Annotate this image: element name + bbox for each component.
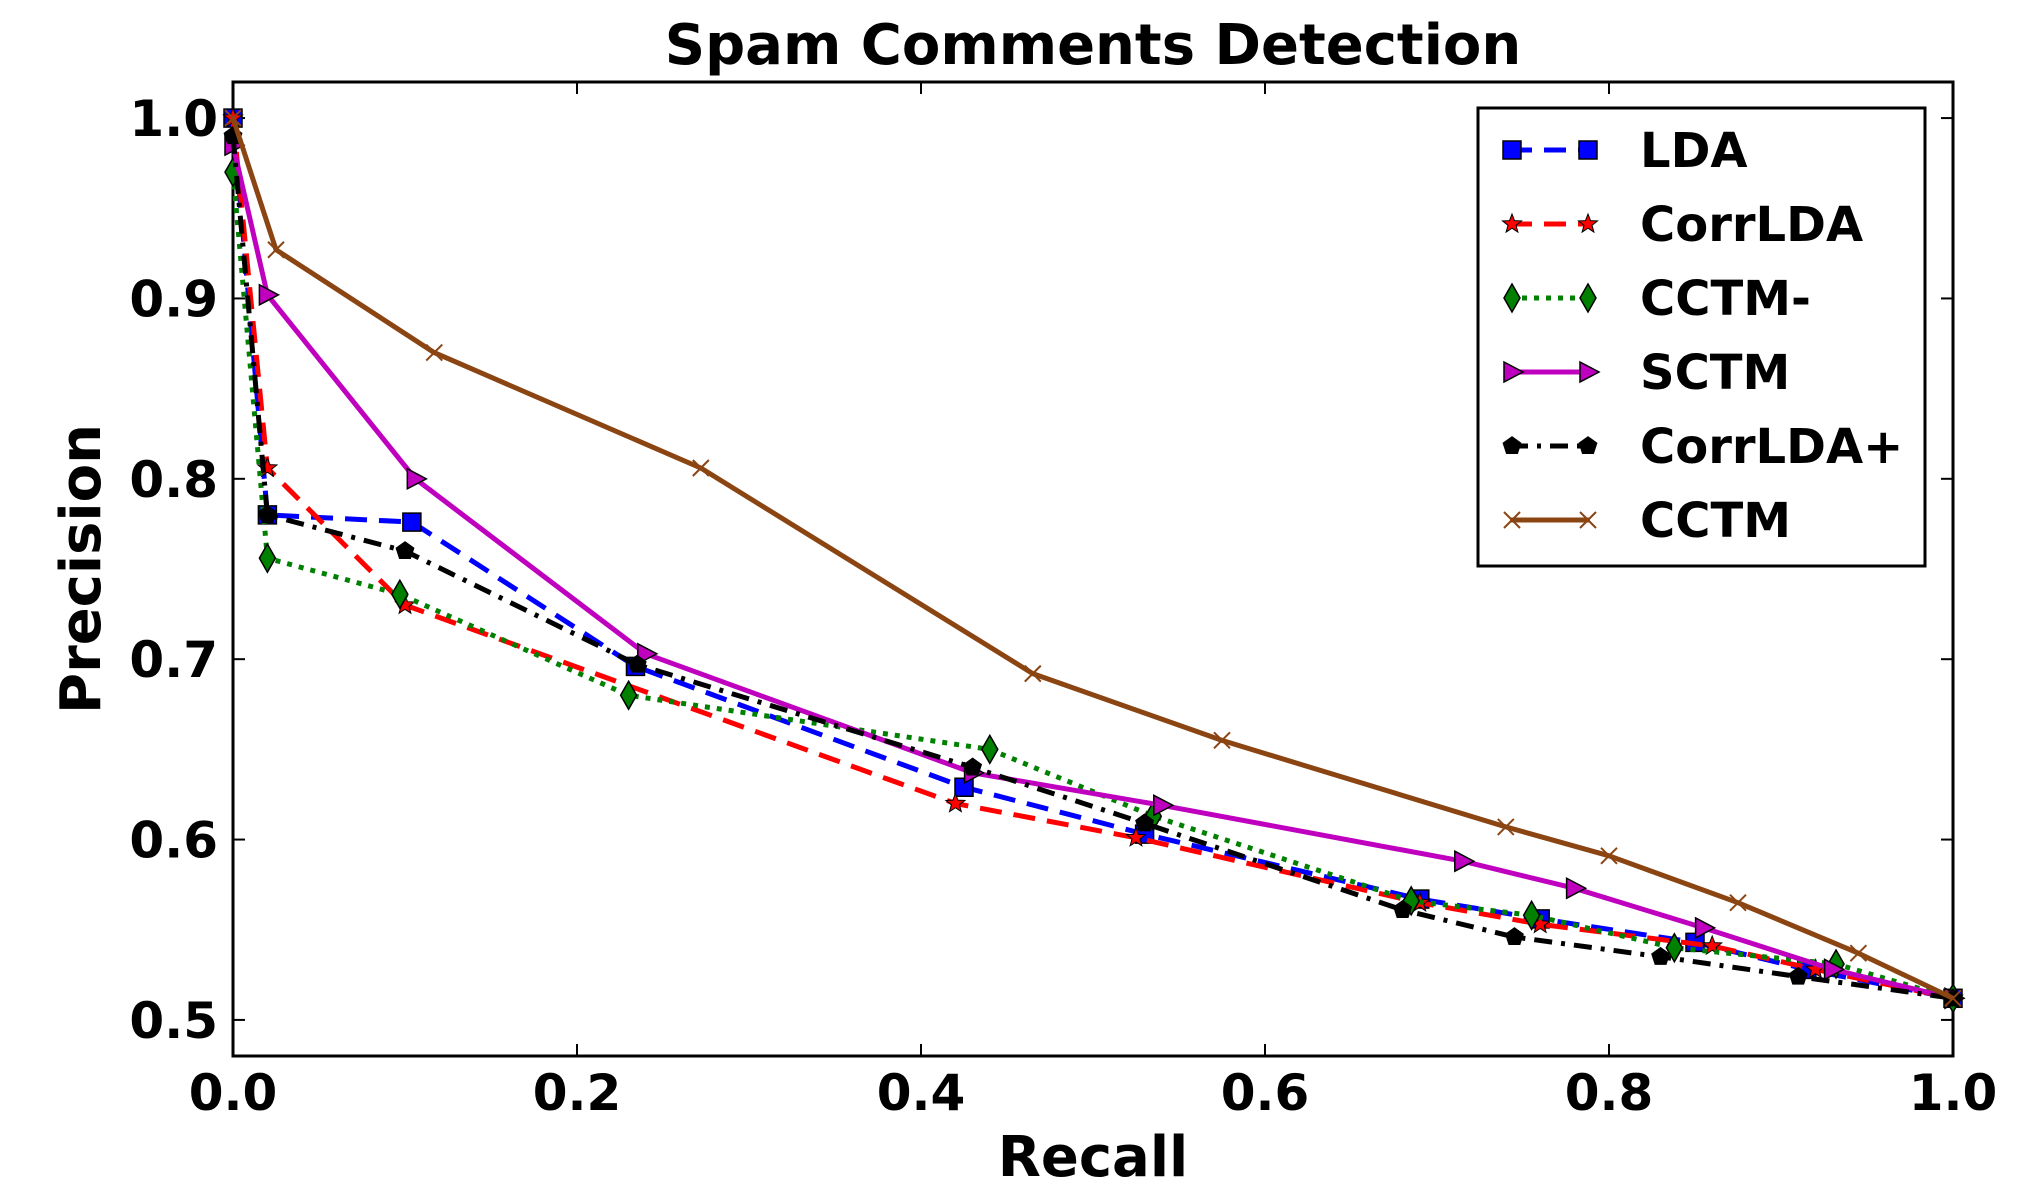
legend-marker xyxy=(1503,360,1525,384)
data-point-sctm xyxy=(1694,916,1717,940)
data-point-sctm xyxy=(1454,849,1476,873)
data-point-corrlda xyxy=(1701,934,1724,956)
data-point-sctm xyxy=(1153,794,1175,817)
x-axis: 0.0 0.2 0.4 0.6 0.8 1.0 xyxy=(189,82,1998,1122)
data-point-corrlda-plus xyxy=(963,757,983,776)
data-point-cctm-minus xyxy=(619,679,638,711)
data-point-cctm xyxy=(425,343,443,362)
x-tick-label: 0.2 xyxy=(533,1064,622,1122)
data-point-cctm xyxy=(1729,893,1747,912)
y-tick-label: 1.0 xyxy=(129,90,218,148)
legend-item-corrlda: CorrLDA xyxy=(1501,197,1863,253)
series-layer xyxy=(222,106,1966,1014)
x-tick-label: 1.0 xyxy=(1909,1064,1998,1122)
data-point-cctm xyxy=(1600,847,1618,865)
legend-label: LDA xyxy=(1640,123,1748,179)
x-axis-label: Recall xyxy=(998,1125,1188,1190)
plot-area-frame xyxy=(231,80,1955,1058)
legend-marker xyxy=(1503,511,1521,529)
data-point-cctm xyxy=(1024,664,1042,683)
legend-marker xyxy=(1579,360,1601,384)
data-point-sctm xyxy=(1823,958,1846,981)
data-point-cctm-minus xyxy=(980,733,999,765)
data-point-cctm xyxy=(1213,731,1231,750)
data-point-cctm-minus xyxy=(258,542,277,574)
data-point-corrlda-plus xyxy=(395,541,415,559)
legend-marker xyxy=(1502,140,1522,160)
data-point-corrlda-plus xyxy=(627,654,647,673)
data-point-corrlda-plus xyxy=(257,504,277,523)
data-point-corrlda-plus xyxy=(1651,946,1671,965)
data-point-cctm xyxy=(1497,818,1515,836)
legend-marker xyxy=(1578,140,1598,160)
data-point-corrlda xyxy=(256,456,279,478)
series-line-cctm-minus xyxy=(230,171,1954,1001)
data-point-cctm xyxy=(692,459,710,477)
series-cctm xyxy=(224,109,1962,1007)
legend-label: CorrLDA+ xyxy=(1640,419,1903,475)
data-point-sctm xyxy=(406,467,428,491)
data-point-cctm xyxy=(267,241,285,259)
y-tick-label: 0.7 xyxy=(129,631,218,689)
data-point-lda xyxy=(402,512,422,532)
legend-label: SCTM xyxy=(1640,345,1790,401)
data-point-corrlda xyxy=(1125,826,1147,847)
data-point-cctm-minus xyxy=(1665,932,1684,964)
chart-title: Spam Comments Detection xyxy=(665,13,1522,78)
y-tick-label: 0.5 xyxy=(129,992,218,1050)
series-line-corrlda-plus xyxy=(230,135,1954,1001)
data-point-corrlda-plus xyxy=(1504,927,1524,945)
y-tick-label: 0.8 xyxy=(129,451,218,509)
legend-label: CCTM- xyxy=(1640,271,1811,327)
legend-box xyxy=(1476,106,1927,568)
legend-marker xyxy=(1577,212,1599,234)
legend-marker xyxy=(1502,436,1522,455)
data-point-corrlda-plus xyxy=(1788,966,1808,985)
data-point-cctm xyxy=(1944,989,1962,1007)
x-tick-label: 0.0 xyxy=(189,1064,278,1122)
data-point-sctm xyxy=(258,283,281,307)
data-point-corrlda xyxy=(944,792,967,813)
legend-label: CCTM xyxy=(1640,493,1791,549)
legend-label: CorrLDA xyxy=(1640,197,1863,253)
y-axis-label: Precision xyxy=(49,424,114,714)
data-point-corrlda-plus xyxy=(1393,899,1413,918)
legend-marker xyxy=(1578,436,1598,455)
data-point-cctm xyxy=(1849,944,1868,962)
data-point-cctm-minus xyxy=(1522,899,1541,931)
legend-marker xyxy=(1501,212,1523,234)
legend: LDA CorrLDA CCTM- SCTM CorrLDA+ CCTM xyxy=(1476,106,1927,568)
legend-item-lda: LDA xyxy=(1502,123,1748,179)
data-point-cctm xyxy=(224,109,242,127)
data-point-corrlda-plus xyxy=(1135,813,1155,832)
series-corrlda-plus xyxy=(223,126,1963,1007)
y-tick-label: 0.9 xyxy=(129,270,218,328)
legend-item-cctm: CCTM xyxy=(1503,493,1791,549)
y-tick-label: 0.6 xyxy=(129,812,218,870)
legend-item-sctm: SCTM xyxy=(1503,345,1790,401)
x-tick-label: 0.6 xyxy=(1221,1064,1310,1122)
legend-item-corrlda-plus: CorrLDA+ xyxy=(1502,419,1903,475)
legend-marker xyxy=(1579,511,1597,529)
x-tick-label: 0.8 xyxy=(1565,1064,1654,1122)
legend-marker xyxy=(1503,282,1521,314)
legend-marker xyxy=(1579,282,1597,314)
x-tick-label: 0.4 xyxy=(877,1064,966,1122)
data-point-cctm-minus xyxy=(390,578,409,610)
legend-item-cctm-minus: CCTM- xyxy=(1503,271,1811,327)
data-point-sctm xyxy=(1565,877,1588,900)
y-axis: 0.5 0.6 0.7 0.8 0.9 1.0 xyxy=(129,90,1953,1050)
